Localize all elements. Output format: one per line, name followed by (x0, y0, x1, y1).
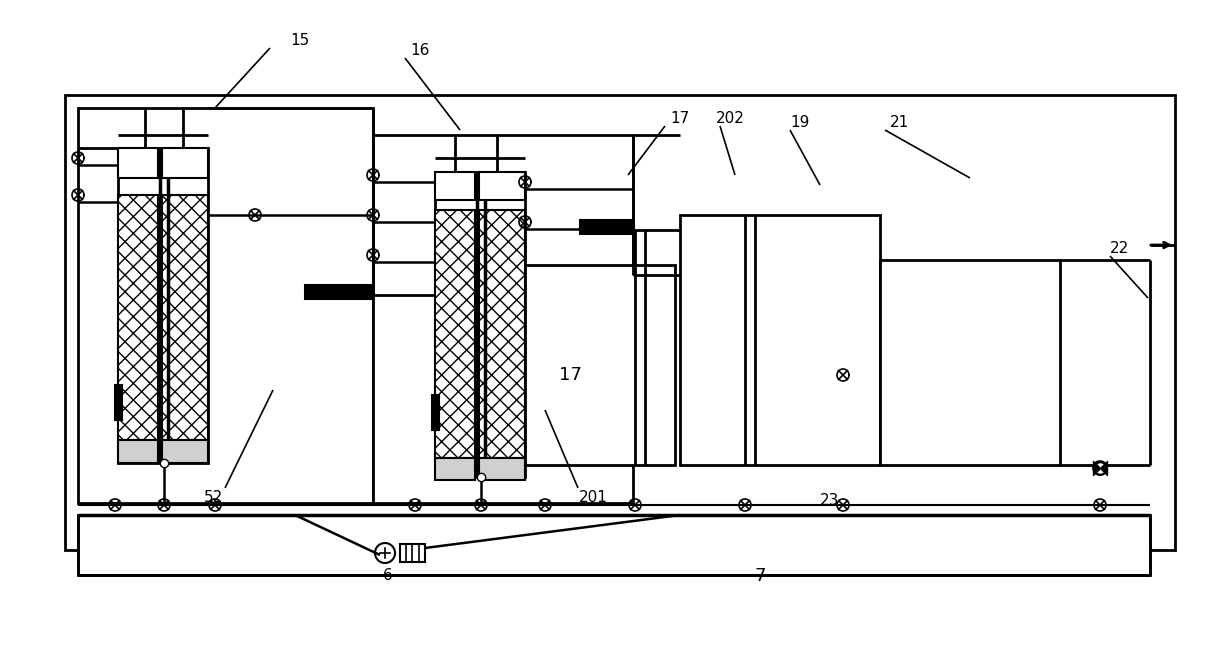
Bar (479, 458, 525, 480)
Text: 21: 21 (891, 114, 910, 129)
Bar (162, 148, 208, 178)
Bar (435, 458, 476, 480)
Bar (118, 195, 158, 440)
Bar (581, 220, 632, 234)
Bar (680, 215, 880, 465)
Bar (65, 95, 1174, 550)
Bar (118, 148, 208, 463)
Text: 52: 52 (203, 489, 222, 505)
Bar (479, 210, 525, 458)
Bar (400, 544, 425, 562)
Bar (511, 265, 675, 465)
Text: 22: 22 (1110, 240, 1130, 256)
Text: 201: 201 (578, 489, 607, 505)
Bar (435, 172, 525, 477)
Bar (435, 210, 476, 458)
Bar (162, 440, 208, 463)
Text: 19: 19 (791, 114, 810, 129)
Text: 23: 23 (821, 493, 840, 507)
Bar (305, 285, 373, 299)
Bar (435, 172, 476, 200)
Bar (118, 440, 158, 463)
Bar (880, 260, 1060, 465)
Text: 202: 202 (716, 110, 745, 125)
Bar (78, 515, 1150, 575)
Text: 17: 17 (670, 110, 689, 125)
Bar (373, 135, 632, 503)
Bar (78, 108, 373, 503)
Text: 17: 17 (559, 366, 582, 384)
Text: 7: 7 (754, 567, 765, 585)
Bar (432, 395, 439, 430)
Text: 6: 6 (383, 568, 392, 582)
Bar (162, 195, 208, 440)
Bar (115, 385, 122, 420)
Bar (479, 172, 525, 200)
Bar (118, 148, 158, 178)
Text: 15: 15 (291, 33, 310, 48)
Text: 16: 16 (410, 42, 430, 58)
